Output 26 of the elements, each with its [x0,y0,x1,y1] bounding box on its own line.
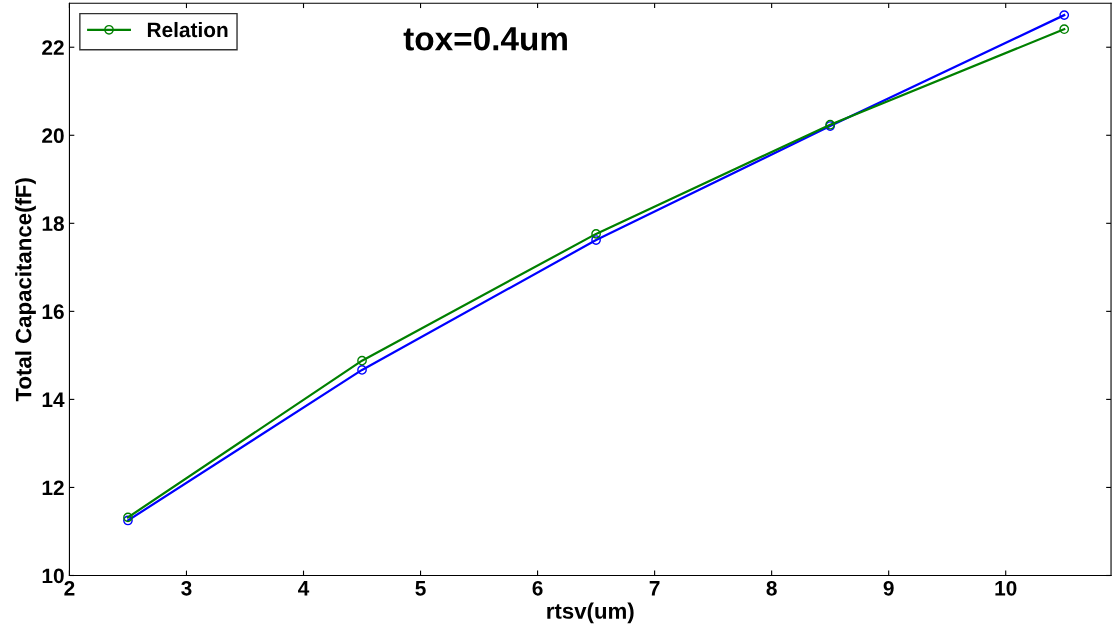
x-axis-title: rtsv(um) [547,602,634,624]
x-tick-label: 10 [995,580,1017,596]
y-tick-label: 18 [42,216,64,232]
y-tick-label: 20 [42,128,64,144]
x-tick-label: 2 [64,580,75,596]
x-tick-label: 7 [649,581,660,596]
x-tick-label: 3 [181,580,192,596]
x-tick-label: 4 [298,581,310,596]
y-tick-label: 14 [42,392,65,407]
point [357,355,367,366]
y-tick-label: 22 [42,40,64,55]
y-tick-label: 12 [42,480,64,495]
y-tick-label: 10 [42,568,64,584]
legend-label: Relation [147,21,228,38]
y-tick-label: 16 [42,304,64,320]
point [1059,24,1070,35]
point [1059,10,1070,20]
point [591,235,601,245]
point [357,365,367,375]
y-axis-title: Total Capacitance(fF) [15,178,36,402]
x-tick-label: 8 [766,580,777,596]
x-tick-label: 6 [532,580,543,596]
point [591,229,601,239]
annotation: tox=0.4um [403,26,567,51]
x-tick-label: 5 [415,581,426,596]
x-tick-label: 9 [883,580,894,596]
